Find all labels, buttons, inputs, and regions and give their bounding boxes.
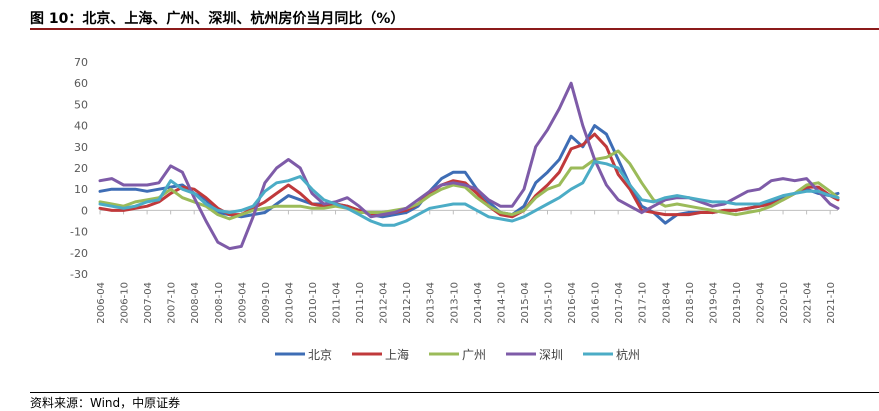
y-axis: 70 60 50 40 30 20 10 0 -10 -20 -30 — [70, 56, 88, 281]
x-tick-label: 2015-04 — [520, 282, 531, 324]
source-note: 资料来源：Wind，中原证券 — [30, 396, 181, 410]
source-divider — [30, 392, 879, 393]
x-tick-label: 2021-04 — [803, 282, 814, 324]
x-tick-label: 2020-10 — [779, 282, 790, 324]
x-tick-label: 2019-04 — [708, 282, 719, 324]
x-tick-label: 2014-04 — [473, 282, 484, 324]
figure-title: 图 10：北京、上海、广州、深圳、杭州房价当月同比（%） — [30, 11, 405, 27]
x-tick-label: 2016-10 — [591, 282, 602, 324]
x-tick-label: 2015-10 — [544, 282, 555, 324]
x-tick-label: 2011-04 — [332, 282, 343, 324]
x-tick-label: 2010-04 — [284, 282, 295, 324]
y-tick-label: -20 — [70, 247, 88, 260]
x-tick-label: 2013-04 — [426, 282, 437, 324]
y-tick-label: 40 — [74, 120, 88, 133]
y-tick-label: 60 — [74, 77, 88, 90]
x-tick-label: 2014-10 — [496, 282, 507, 324]
x-tick-label: 2020-04 — [755, 282, 766, 324]
series-layer — [98, 81, 840, 251]
x-tick-label: 2021-10 — [826, 282, 837, 324]
title-bar — [30, 0, 879, 30]
x-tick-label: 2018-04 — [661, 282, 672, 324]
x-tick-label: 2009-10 — [261, 282, 272, 324]
legend-label: 杭州 — [616, 347, 640, 362]
x-axis: 2006-04 2006-10 2007-04 2007-10 2008-04 2008-… — [96, 209, 838, 324]
x-tick-label: 2011-10 — [355, 282, 366, 324]
legend-label: 北京 — [308, 348, 332, 362]
legend-label: 上海 — [385, 347, 409, 362]
x-tick-label: 2008-10 — [214, 282, 225, 324]
y-tick-label: -10 — [70, 226, 88, 239]
x-tick-label: 2009-04 — [237, 282, 248, 324]
legend-label: 深圳 — [539, 348, 563, 362]
x-tick-label: 2010-10 — [308, 282, 319, 324]
x-tick-label: 2007-10 — [167, 282, 178, 324]
x-tick-label: 2012-10 — [402, 282, 413, 324]
series-line-3 — [98, 149, 840, 221]
y-tick-label: 0 — [81, 204, 88, 217]
x-tick-label: 2006-10 — [120, 282, 131, 324]
x-tick-label: 2007-04 — [143, 282, 154, 324]
series-line-5 — [98, 160, 840, 227]
x-tick-label: 2006-04 — [96, 282, 107, 324]
legend: 北京 上海 广州 深圳 杭州 — [275, 347, 640, 362]
y-tick-label: 10 — [74, 183, 88, 196]
x-tick-label: 2017-04 — [614, 282, 625, 324]
x-tick-label: 2008-04 — [190, 282, 201, 324]
x-tick-label: 2017-10 — [638, 282, 649, 324]
x-tick-label: 2019-10 — [732, 282, 743, 324]
x-tick-label: 2013-10 — [449, 282, 460, 324]
x-tick-label: 2012-04 — [379, 282, 390, 324]
y-tick-label: 70 — [74, 56, 88, 69]
series-line-4 — [98, 81, 840, 251]
x-tick-label: 2016-04 — [567, 282, 578, 324]
legend-label: 广州 — [462, 348, 486, 362]
y-tick-label: 30 — [74, 141, 88, 154]
y-tick-label: 50 — [74, 98, 88, 111]
x-tick-label: 2018-10 — [685, 282, 696, 324]
y-tick-label: -30 — [70, 268, 88, 281]
y-tick-label: 20 — [74, 162, 88, 175]
